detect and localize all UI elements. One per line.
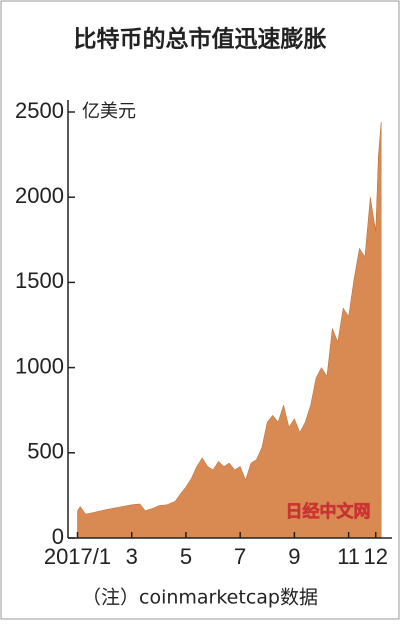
watermark: 日经中文网 (286, 501, 371, 522)
y-tick-label: 500 (27, 439, 64, 464)
x-tick-label: 9 (288, 544, 300, 569)
y-tick-label: 1000 (15, 353, 64, 378)
chart-title: 比特币的总市值迅速膨胀 (74, 26, 327, 53)
note: （注）coinmarketcap数据 (82, 587, 318, 609)
y-axis-label: 亿美元 (82, 101, 136, 122)
area (77, 122, 382, 539)
x-tick-label: 5 (180, 544, 192, 569)
y-tick-label: 0 (52, 524, 64, 549)
y-tick-label: 2500 (15, 98, 64, 123)
x-tick-label: 7 (234, 544, 246, 569)
x-tick-label: 12 (363, 544, 387, 569)
y-tick-label: 2000 (15, 183, 64, 208)
x-tick-label: 3 (126, 544, 138, 569)
y-tick-label: 1500 (15, 268, 64, 293)
x-tick-label: 11 (337, 544, 360, 569)
x-tick-label: 2017/1 (44, 544, 111, 569)
